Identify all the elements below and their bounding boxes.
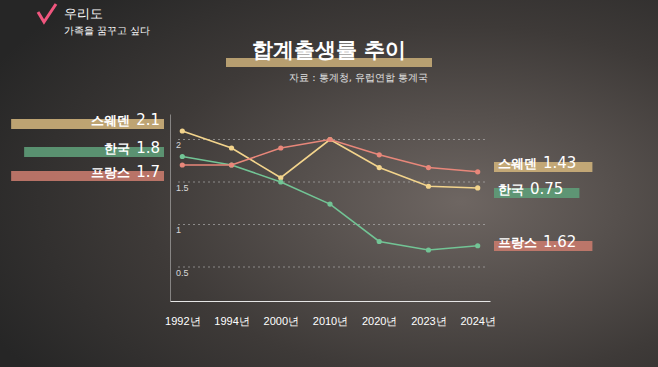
data-label: 1.62 xyxy=(543,233,576,251)
series-point xyxy=(475,243,480,248)
series-point xyxy=(377,165,382,170)
data-label: 0.75 xyxy=(530,180,563,198)
x-tick-label: 2010년 xyxy=(313,315,348,327)
y-tick-label: 2 xyxy=(176,140,181,150)
series-label: 한국 1.8 xyxy=(24,139,164,157)
series-point xyxy=(327,137,332,142)
x-tick: 2020년 xyxy=(362,301,397,327)
grid-line xyxy=(178,267,485,268)
x-tick: 2024년 xyxy=(460,301,495,327)
series-point xyxy=(327,137,332,142)
x-tick-label: 2000년 xyxy=(264,315,299,327)
data-label: 1.8 xyxy=(136,139,160,157)
subtitle: 자료 : 통계청, 유럽연합 통계국 xyxy=(289,72,428,83)
series-line xyxy=(182,131,477,188)
x-tick-label: 1994년 xyxy=(214,315,249,327)
title: 합계출생률 추이 xyxy=(252,38,406,62)
legend-entry: 프랑스 xyxy=(498,235,537,250)
series-label: 스웨덴 1.43 xyxy=(494,154,592,172)
series-label: 한국 0.75 xyxy=(494,180,579,198)
series-line xyxy=(182,140,477,172)
grid-line xyxy=(178,182,485,183)
legend-entry: 한국 xyxy=(104,141,130,156)
legend-entry: 한국 xyxy=(498,182,524,197)
series-point xyxy=(377,152,382,157)
chart: 우리도가족을 꿈꾸고 싶다합계출생률 추이자료 : 통계청, 유럽연합 통계국 0… xyxy=(0,0,658,367)
series-point xyxy=(426,165,431,170)
data-label: 2.1 xyxy=(136,111,160,129)
x-tick-label: 2024년 xyxy=(460,315,495,327)
series-point xyxy=(475,185,480,190)
program-logo: 우리도가족을 꿈꾸고 싶다 xyxy=(38,4,150,36)
y-tick-label: 1.5 xyxy=(176,183,189,193)
series-point xyxy=(180,162,185,167)
background xyxy=(0,0,658,367)
y-axis: 0.5 1 1.5 2 xyxy=(170,115,189,302)
y-tick-label: 0.5 xyxy=(176,268,189,278)
x-tick-label: 2020년 xyxy=(362,315,397,327)
y-axis-line xyxy=(170,115,171,302)
series-label: 프랑스 1.62 xyxy=(494,233,592,251)
series-point xyxy=(327,202,332,207)
x-axis-line xyxy=(171,301,491,302)
plot-area xyxy=(180,128,481,252)
series-point xyxy=(426,247,431,252)
program-title: 가족을 꿈꾸고 싶다 xyxy=(64,25,150,36)
series-label: 스웨덴 2.1 xyxy=(11,111,164,129)
grid xyxy=(178,140,485,268)
x-tick: 1994년 xyxy=(214,301,249,327)
series-point xyxy=(229,162,234,167)
x-tick: 1992년 xyxy=(165,301,200,327)
grid-line xyxy=(178,224,485,225)
x-tick: 2000년 xyxy=(264,301,299,327)
series-point xyxy=(278,179,283,184)
series-point xyxy=(229,145,234,150)
series-line xyxy=(182,157,477,251)
series-point xyxy=(278,145,283,150)
x-tick-label: 2023년 xyxy=(411,315,446,327)
series-point xyxy=(475,169,480,174)
series-point xyxy=(229,162,234,167)
legend-entry: 스웨덴 xyxy=(498,156,537,171)
series-labels: 스웨덴 2.1 스웨덴 1.43 한국 1.8 한국 0.75 프랑스 1.7 프랑스 1.62 xyxy=(11,111,592,251)
x-axis: 1992년 1994년 2000년 2010년 2020년 2023년 2024년 xyxy=(165,301,496,327)
series-label: 프랑스 1.7 xyxy=(11,163,164,181)
x-tick: 2010년 xyxy=(313,301,348,327)
y-tick-label: 1 xyxy=(176,225,181,235)
y-tick: 2 xyxy=(170,140,181,150)
x-tick-label: 1992년 xyxy=(165,315,200,327)
series-point xyxy=(377,239,382,244)
x-tick: 2023년 xyxy=(411,301,446,327)
y-tick: 0.5 xyxy=(170,268,189,278)
series-point xyxy=(180,154,185,159)
series-point xyxy=(180,128,185,133)
legend-entry: 프랑스 xyxy=(91,165,130,180)
logo-check xyxy=(38,4,56,22)
y-tick: 1 xyxy=(170,225,181,235)
data-label: 1.7 xyxy=(136,163,160,181)
series-point xyxy=(426,184,431,189)
data-label: 1.43 xyxy=(543,154,576,172)
legend-entry: 스웨덴 xyxy=(91,113,130,128)
program-title: 우리도 xyxy=(64,6,103,21)
y-tick: 1.5 xyxy=(170,183,189,193)
